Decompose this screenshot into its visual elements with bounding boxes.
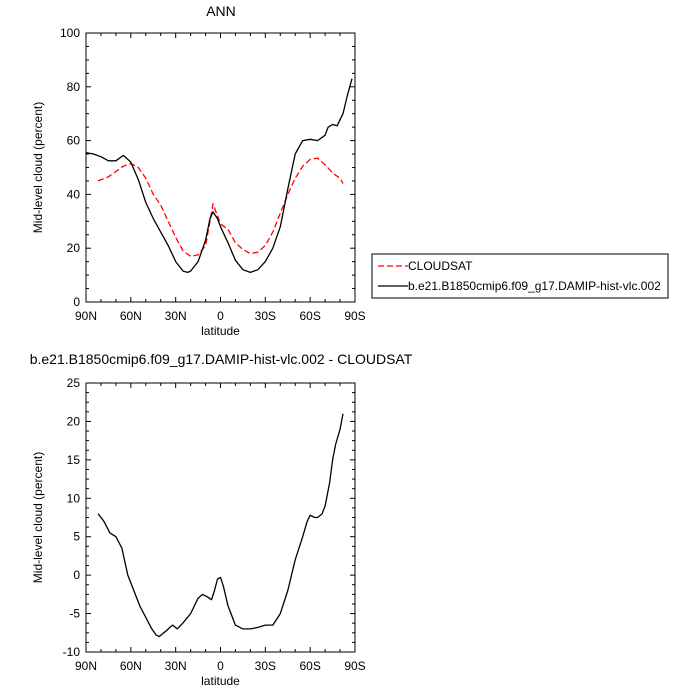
y-tick-label: 80: [67, 80, 81, 94]
top-chart-panel: ANN 90N 60N 30N 0 30S 60S 90S 0 20 40 60 80 100 latitu…: [31, 3, 669, 338]
y-tick-label: 0: [73, 568, 80, 582]
y-tick-label: 0: [73, 295, 80, 309]
x-tick-label: 90S: [344, 309, 365, 323]
x-axis-label: latitude: [201, 324, 240, 338]
y-tick-label: -5: [69, 607, 80, 621]
y-tick-label: 10: [67, 491, 81, 505]
x-tick-label: 30N: [165, 659, 187, 673]
y-tick-label: -10: [63, 645, 81, 659]
x-tick-label: 90N: [75, 659, 97, 673]
legend-box: [371, 253, 669, 299]
legend-entry-1: b.e21.B1850cmip6.f09_g17.DAMIP-hist-vlc.…: [408, 279, 661, 293]
y-tick-label: 25: [67, 376, 81, 390]
series-line-1: [85, 78, 353, 274]
y-tick-label: 20: [67, 241, 81, 255]
x-tick-label: 60S: [299, 659, 320, 673]
x-tick-label: 90N: [75, 309, 97, 323]
chart-title: b.e21.B1850cmip6.f09_g17.DAMIP-hist-vlc.…: [30, 351, 413, 367]
series-line-0: [97, 413, 344, 638]
x-tick-label: 60N: [120, 309, 142, 323]
x-tick-label: 30S: [255, 309, 276, 323]
legend-entry-0: CLOUDSAT: [408, 259, 473, 273]
x-tick-label: 90S: [344, 659, 365, 673]
y-tick-label: 15: [67, 453, 81, 467]
x-tick-label: 60N: [120, 659, 142, 673]
chart-title: ANN: [206, 3, 236, 19]
difference-chart-panel: b.e21.B1850cmip6.f09_g17.DAMIP-hist-vlc.…: [30, 351, 413, 688]
series-line-0: [97, 157, 344, 257]
x-tick-label: 30S: [255, 659, 276, 673]
x-tick-label: 60S: [299, 309, 320, 323]
y-axis-label: Mid-level cloud (percent): [31, 452, 45, 583]
x-tick-label: 30N: [165, 309, 187, 323]
y-tick-label: 60: [67, 134, 81, 148]
x-tick-label: 0: [217, 659, 224, 673]
x-axis-label: latitude: [201, 674, 240, 688]
x-tick-label: 0: [217, 309, 224, 323]
y-axis-label: Mid-level cloud (percent): [31, 102, 45, 233]
plot-frame: [85, 32, 356, 303]
y-tick-label: 40: [67, 187, 81, 201]
y-tick-label: 20: [67, 414, 81, 428]
y-tick-label: 5: [73, 530, 80, 544]
y-tick-label: 100: [60, 26, 80, 40]
